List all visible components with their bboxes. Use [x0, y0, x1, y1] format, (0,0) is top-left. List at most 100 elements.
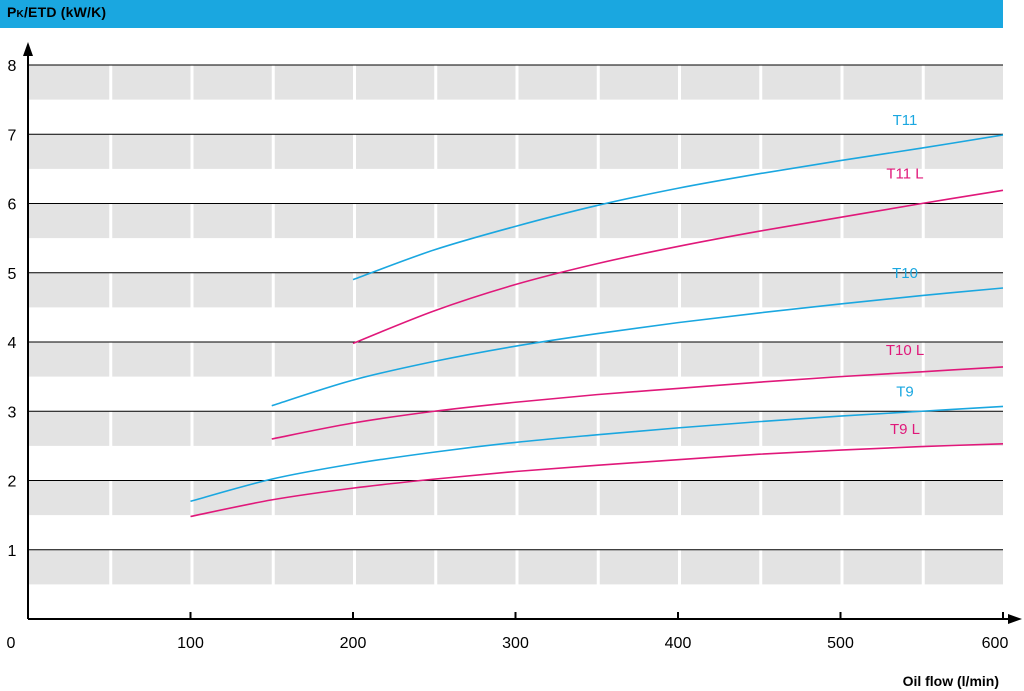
grid-band-cell [274, 272, 353, 308]
grid-band-cell [28, 203, 110, 239]
grid-band-cell [356, 134, 435, 169]
grid-band-cell [762, 480, 841, 516]
series-label-t10-l: T10 L [886, 342, 924, 359]
grid-band-cell [518, 65, 597, 100]
grid-band-cell [112, 65, 191, 100]
grid-band-cell [28, 134, 110, 169]
y-tick-label-4: 4 [8, 335, 17, 352]
grid-band-cell [274, 342, 353, 377]
grid-band-cell [356, 549, 435, 585]
y-tick-label-2: 2 [8, 474, 17, 491]
series-label-t10: T10 [892, 265, 918, 282]
x-tick-label-100: 100 [177, 635, 204, 652]
grid-band-cell [681, 272, 760, 308]
series-lines [190, 134, 1004, 518]
x-tick-label-300: 300 [502, 635, 529, 652]
grid-band-cell [193, 65, 272, 100]
grid-band-cell [356, 203, 435, 239]
grid-band-cell [762, 65, 841, 100]
title-subscript: K [16, 9, 24, 20]
x-tick-label-200: 200 [340, 635, 367, 652]
grid-bands [28, 65, 1003, 585]
grid-band-cell [681, 134, 760, 169]
grid-band-cell [437, 134, 516, 169]
grid-band-cell [274, 549, 353, 585]
grid-band-cell [193, 272, 272, 308]
chart-title: PK/ETD (kW/K) [7, 4, 106, 20]
grid-band-cell [437, 549, 516, 585]
grid-band-cell [924, 65, 1003, 100]
grid-band-cell [437, 342, 516, 377]
grid-band-cell [762, 203, 841, 239]
series-line-t11-l [352, 189, 1004, 345]
title-rest: /ETD (kW/K) [23, 4, 107, 20]
grid-band-cell [681, 480, 760, 516]
grid-band-cell [843, 342, 922, 377]
grid-band-cell [599, 65, 678, 100]
y-tick-labels: 1 2 3 4 5 6 7 8 [8, 58, 17, 560]
series-line-t9 [190, 405, 1004, 503]
grid-band-cell [437, 411, 516, 446]
series-labels: T11 T11 L T10 T10 L T9 T9 L [886, 112, 924, 438]
grid-band-cell [924, 272, 1003, 308]
series-line-t11 [352, 134, 1004, 281]
grid-band-cell [843, 411, 922, 446]
grid-band-cell [112, 342, 191, 377]
y-tick-label-6: 6 [8, 197, 17, 214]
grid-band-cell [843, 203, 922, 239]
grid-band-cell [193, 342, 272, 377]
chart-title-bar: PK/ETD (kW/K) [0, 0, 1003, 28]
series-label-t11: T11 [893, 112, 918, 129]
grid-band-cell [518, 134, 597, 169]
grid-band-cell [28, 549, 110, 585]
grid-band-cell [681, 342, 760, 377]
series-line-t10 [271, 287, 1004, 407]
grid-band-cell [518, 342, 597, 377]
grid-band-cell [599, 549, 678, 585]
grid-band-cell [437, 65, 516, 100]
grid-band-cell [924, 549, 1003, 585]
grid-band-cell [193, 134, 272, 169]
title-main: P [7, 4, 17, 20]
grid-band-cell [518, 549, 597, 585]
grid-band-cell [518, 480, 597, 516]
grid-band-cell [274, 134, 353, 169]
grid-band-cell [681, 411, 760, 446]
grid-band-cell [112, 411, 191, 446]
grid-band-cell [437, 272, 516, 308]
grid-band-cell [762, 272, 841, 308]
x-tick-labels: 0 100 200 300 400 500 600 [7, 635, 1009, 652]
y-tick-label-7: 7 [8, 127, 17, 144]
grid-band-cell [518, 272, 597, 308]
grid-band-cell [112, 480, 191, 516]
grid-band-cell [599, 480, 678, 516]
grid-band-cell [112, 549, 191, 585]
grid-band-cell [112, 203, 191, 239]
series-line-t9-l [190, 442, 1004, 518]
grid-band-cell [599, 203, 678, 239]
grid-band-cell [843, 549, 922, 585]
grid-band-cell [681, 65, 760, 100]
grid-band-cell [274, 65, 353, 100]
x-tick-label-500: 500 [827, 635, 854, 652]
grid-band-cell [681, 203, 760, 239]
grid-band-cell [28, 480, 110, 516]
grid-band-cell [193, 411, 272, 446]
grid-band-cell [112, 134, 191, 169]
grid-band-cell [193, 203, 272, 239]
grid-band-cell [599, 134, 678, 169]
grid-band-cell [924, 411, 1003, 446]
series-label-t9: T9 [896, 383, 914, 400]
grid-band-cell [762, 342, 841, 377]
grid-band-cell [356, 272, 435, 308]
grid-band-cell [762, 549, 841, 585]
grid-band-cell [843, 480, 922, 516]
axes [23, 42, 1022, 624]
grid-band-cell [843, 65, 922, 100]
x-tick-label-600: 600 [982, 635, 1009, 652]
series-label-t9-l: T9 L [890, 421, 920, 438]
grid-band-cell [193, 480, 272, 516]
y-tick-label-5: 5 [8, 266, 17, 283]
x-axis-arrow [1008, 614, 1022, 624]
